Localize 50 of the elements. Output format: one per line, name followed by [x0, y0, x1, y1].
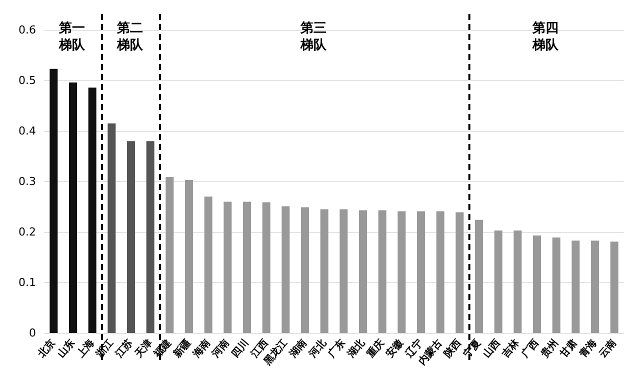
bar — [591, 240, 599, 333]
bar — [494, 230, 502, 333]
x-tick-label: 四川 — [229, 336, 252, 360]
bar — [378, 210, 386, 333]
bar — [166, 176, 174, 333]
bar — [610, 242, 618, 333]
x-tick-label: 江苏 — [112, 336, 136, 361]
y-tick-label: 0.5 — [18, 74, 36, 87]
bar — [243, 202, 251, 333]
y-tick-label: 0.6 — [18, 24, 36, 36]
bar — [340, 209, 348, 333]
y-tick-label: 0.4 — [18, 124, 36, 138]
bar — [88, 88, 96, 333]
y-tick-label: 0.3 — [18, 175, 36, 188]
bar — [456, 212, 464, 333]
x-tick-label: 河南 — [209, 336, 232, 361]
bar — [320, 209, 328, 333]
x-tick-label: 山东 — [55, 336, 78, 360]
bar — [50, 68, 58, 333]
bar — [417, 211, 425, 333]
bar — [262, 202, 270, 333]
bar — [69, 82, 77, 333]
x-tick-label: 陕西 — [442, 336, 464, 360]
bar — [224, 202, 232, 333]
annotation: 第一梯队 — [58, 21, 86, 53]
bar — [301, 207, 309, 333]
bar — [436, 211, 444, 333]
y-tick-label: 0.2 — [18, 226, 36, 238]
annotation: 第四梯队 — [532, 21, 560, 53]
bar — [108, 123, 116, 333]
x-tick-label: 北京 — [35, 336, 58, 361]
bar — [359, 210, 367, 333]
bar — [127, 141, 135, 333]
bar — [282, 206, 290, 333]
y-tick-label: 0 — [29, 326, 36, 340]
bar — [572, 240, 580, 333]
x-tick-label: 山西 — [480, 336, 503, 360]
annotation: 第二梯队 — [116, 21, 144, 53]
bar — [514, 230, 522, 333]
x-tick-label: 新疆 — [170, 336, 194, 361]
y-tick-label: 0.1 — [18, 276, 36, 289]
bar — [398, 211, 406, 333]
x-tick-label: 广西 — [518, 336, 542, 361]
bar — [533, 236, 541, 333]
bar — [185, 180, 193, 333]
bar — [552, 238, 560, 333]
annotation: 第三梯队 — [300, 21, 328, 53]
bar — [146, 141, 154, 333]
bar — [204, 196, 212, 333]
bar — [475, 220, 483, 333]
